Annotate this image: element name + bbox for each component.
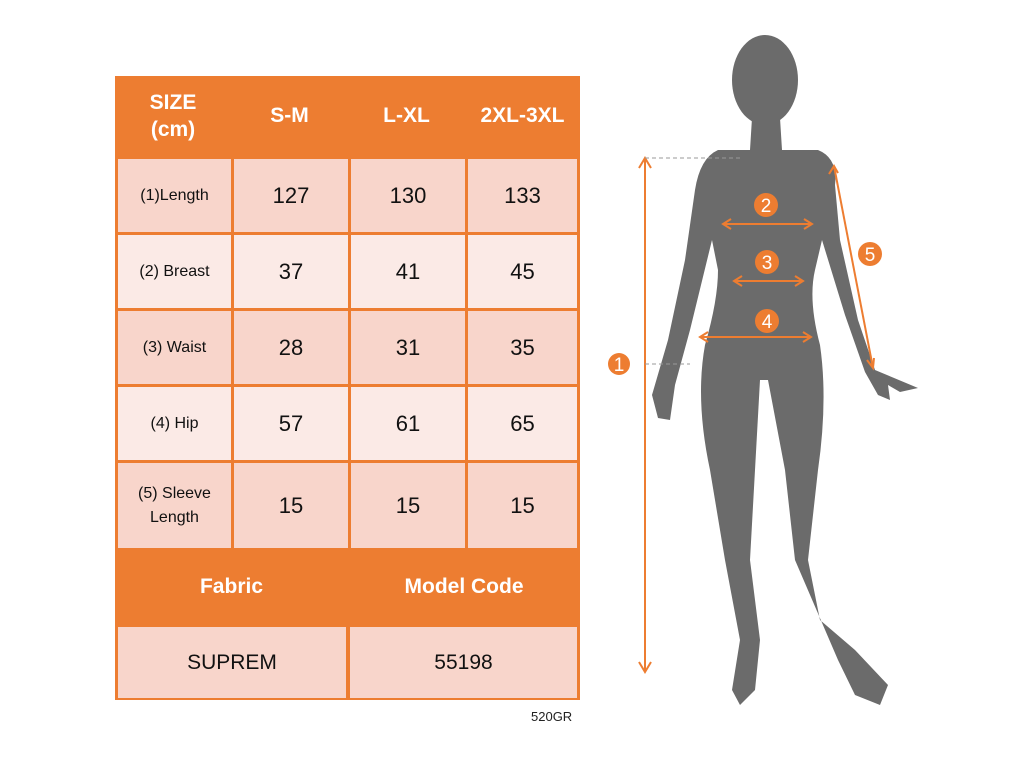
size-value: 15 (351, 463, 465, 548)
size-value: 15 (234, 463, 348, 548)
size-value: 31 (351, 311, 465, 384)
marker-4 (755, 309, 779, 333)
marker-2 (754, 193, 778, 217)
marker-3 (755, 250, 779, 274)
model-code-value: 55198 (350, 627, 577, 698)
size-value: 133 (468, 159, 577, 232)
row-label: (5) Sleeve Length (118, 463, 231, 548)
model-code-header: Model Code (404, 574, 524, 598)
size-value: 41 (351, 235, 465, 308)
size-value: 130 (351, 159, 465, 232)
marker-1-label: 1 (614, 355, 625, 376)
size-value: 15 (468, 463, 577, 548)
row-label: (3) Waist (118, 311, 231, 384)
size-value: 45 (468, 235, 577, 308)
row-label: (2) Breast (118, 235, 231, 308)
marker-3-label: 3 (762, 253, 773, 274)
size-value: 28 (234, 311, 348, 384)
measurement-lines (638, 156, 875, 674)
silhouette (652, 35, 918, 705)
marker-5-label: 5 (865, 245, 876, 266)
size-value: 61 (351, 387, 465, 460)
marker-4-label: 4 (762, 312, 773, 333)
size-value: 35 (468, 311, 577, 384)
fabric-value: SUPREM (118, 627, 346, 698)
row-label: (1)Length (118, 159, 231, 232)
header-s-m: S-M (270, 104, 309, 128)
size-value: 57 (234, 387, 348, 460)
product-code: 520GR (531, 709, 573, 724)
row-label: (4) Hip (118, 387, 231, 460)
marker-5 (858, 242, 882, 266)
fabric-header: Fabric (199, 574, 264, 598)
size-value: 37 (234, 235, 348, 308)
marker-2-label: 2 (761, 196, 772, 217)
size-value: 127 (234, 159, 348, 232)
header-size: SIZE (cm) (149, 90, 197, 141)
marker-1 (608, 353, 630, 375)
measurement-markers: 1 2 3 4 5 (608, 193, 882, 376)
header-2xl-3xl: 2XL-3XL (480, 104, 565, 128)
size-chart-table: SIZE (cm) S-M L-XL 2XL-3XL (1)Length 127 1… (115, 76, 580, 700)
size-value: 65 (468, 387, 577, 460)
header-l-xl: L-XL (383, 104, 430, 128)
